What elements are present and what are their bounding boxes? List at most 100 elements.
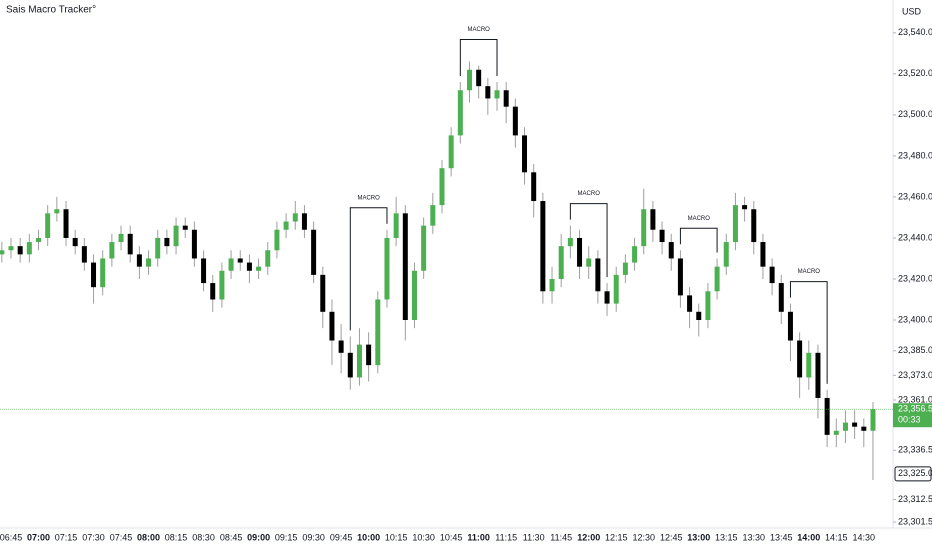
x-tick-label: 11:00 — [467, 532, 490, 542]
macro-bracket — [349, 207, 388, 331]
candle-body — [549, 278, 555, 292]
y-tick-label: 23,361.00 — [898, 394, 932, 404]
x-tick-label: 07:00 — [27, 532, 50, 542]
countdown-label: 00:33 — [898, 415, 921, 425]
chart-title: Sais Macro Tracker° — [6, 5, 96, 16]
macro-bracket — [679, 227, 718, 253]
candle-body — [91, 262, 97, 288]
candle-body — [256, 266, 262, 271]
x-tick-label: 11:15 — [495, 532, 517, 542]
candle-body — [760, 242, 766, 267]
candle-body — [430, 205, 436, 226]
candle-body — [356, 344, 362, 378]
macro-label: MACRO — [357, 195, 380, 201]
candle-body — [210, 283, 216, 300]
x-tick-label: 12:15 — [605, 532, 628, 542]
candle-body — [668, 242, 674, 259]
candle-body — [136, 254, 142, 267]
macro-label: MACRO — [798, 269, 821, 275]
x-tick-label: 08:45 — [220, 532, 243, 542]
candle-body — [439, 168, 445, 206]
candle-body — [787, 311, 793, 341]
candle-body — [421, 225, 427, 271]
x-tick-label: 12:45 — [660, 532, 683, 542]
x-tick-label: 14:15 — [825, 532, 848, 542]
price-label: 23,356.50 — [898, 404, 932, 414]
candle-body — [778, 283, 784, 312]
candle-body — [393, 213, 399, 238]
candle-body — [201, 258, 207, 284]
candle-body — [485, 86, 491, 99]
x-tick-label: 11:30 — [523, 532, 545, 542]
x-tick-label: 10:45 — [440, 532, 463, 542]
macro-label: MACRO — [688, 216, 711, 222]
candle-body — [8, 246, 14, 251]
candle-body — [815, 352, 821, 398]
candle-body — [842, 422, 848, 431]
x-tick-label: 12:00 — [577, 532, 600, 542]
candle-body — [732, 205, 738, 243]
x-tick-label: 09:15 — [275, 532, 298, 542]
price-label: 23,325.00 — [898, 468, 932, 478]
candle-body — [870, 409, 876, 431]
currency-label: USD — [902, 6, 922, 16]
x-tick-label: 14:30 — [853, 532, 876, 542]
x-tick-label: 07:45 — [110, 532, 133, 542]
x-tick-label: 14:00 — [797, 532, 820, 542]
candle-body — [237, 258, 243, 263]
macro-label: MACRO — [578, 191, 601, 197]
candle-body — [622, 262, 628, 275]
x-tick-label: 08:30 — [192, 532, 215, 542]
candle-body — [155, 237, 161, 259]
candle-body — [26, 242, 32, 255]
x-tick-label: 13:45 — [770, 532, 793, 542]
candle-body — [164, 237, 170, 247]
x-tick-label: 07:15 — [55, 532, 78, 542]
candle-body — [797, 340, 803, 378]
x-tick-label: 08:00 — [137, 532, 160, 542]
candle-body — [81, 246, 87, 263]
macro-bracket — [789, 281, 828, 384]
x-tick-label: 10:15 — [385, 532, 408, 542]
candle-body — [347, 352, 353, 378]
candle-body — [100, 258, 106, 288]
candle-body — [109, 242, 115, 259]
price-label-box — [894, 466, 932, 482]
candle-body — [375, 299, 381, 366]
x-tick-label: 10:00 — [357, 532, 380, 542]
candle-body — [567, 237, 573, 247]
price-label-box — [893, 403, 932, 428]
x-tick-label: 08:15 — [165, 532, 188, 542]
y-tick-label: 23,336.50 — [898, 445, 932, 455]
candle-body — [512, 106, 518, 136]
candle-body — [503, 90, 509, 107]
x-tick-label: 09:45 — [330, 532, 353, 542]
candle-body — [696, 311, 702, 320]
candle-body — [63, 209, 69, 238]
candle-body — [852, 422, 858, 427]
candle-body — [751, 209, 757, 243]
x-tick-label: 07:30 — [82, 532, 105, 542]
candle-body — [191, 229, 197, 259]
candle-body — [173, 225, 179, 247]
candle-body — [274, 229, 280, 251]
candle-body — [586, 258, 592, 267]
candle-body — [265, 250, 271, 267]
y-tick-label: 23,480.00 — [898, 150, 932, 160]
candle-body — [366, 344, 372, 366]
candle-body — [228, 258, 234, 271]
y-tick-label: 23,400.00 — [898, 314, 932, 324]
candle-body — [677, 258, 683, 296]
candle-body — [17, 246, 23, 255]
x-tick-label: 12:30 — [632, 532, 655, 542]
candle-body — [301, 213, 307, 230]
candle-body — [806, 352, 812, 378]
candle-body — [577, 237, 583, 267]
candle-body — [705, 291, 711, 320]
y-tick-label: 23,540.00 — [898, 27, 932, 37]
y-tick-label: 23,460.00 — [898, 191, 932, 201]
candle-body — [146, 258, 152, 267]
y-tick-label: 23,520.00 — [898, 68, 932, 78]
candle-body — [604, 291, 610, 304]
